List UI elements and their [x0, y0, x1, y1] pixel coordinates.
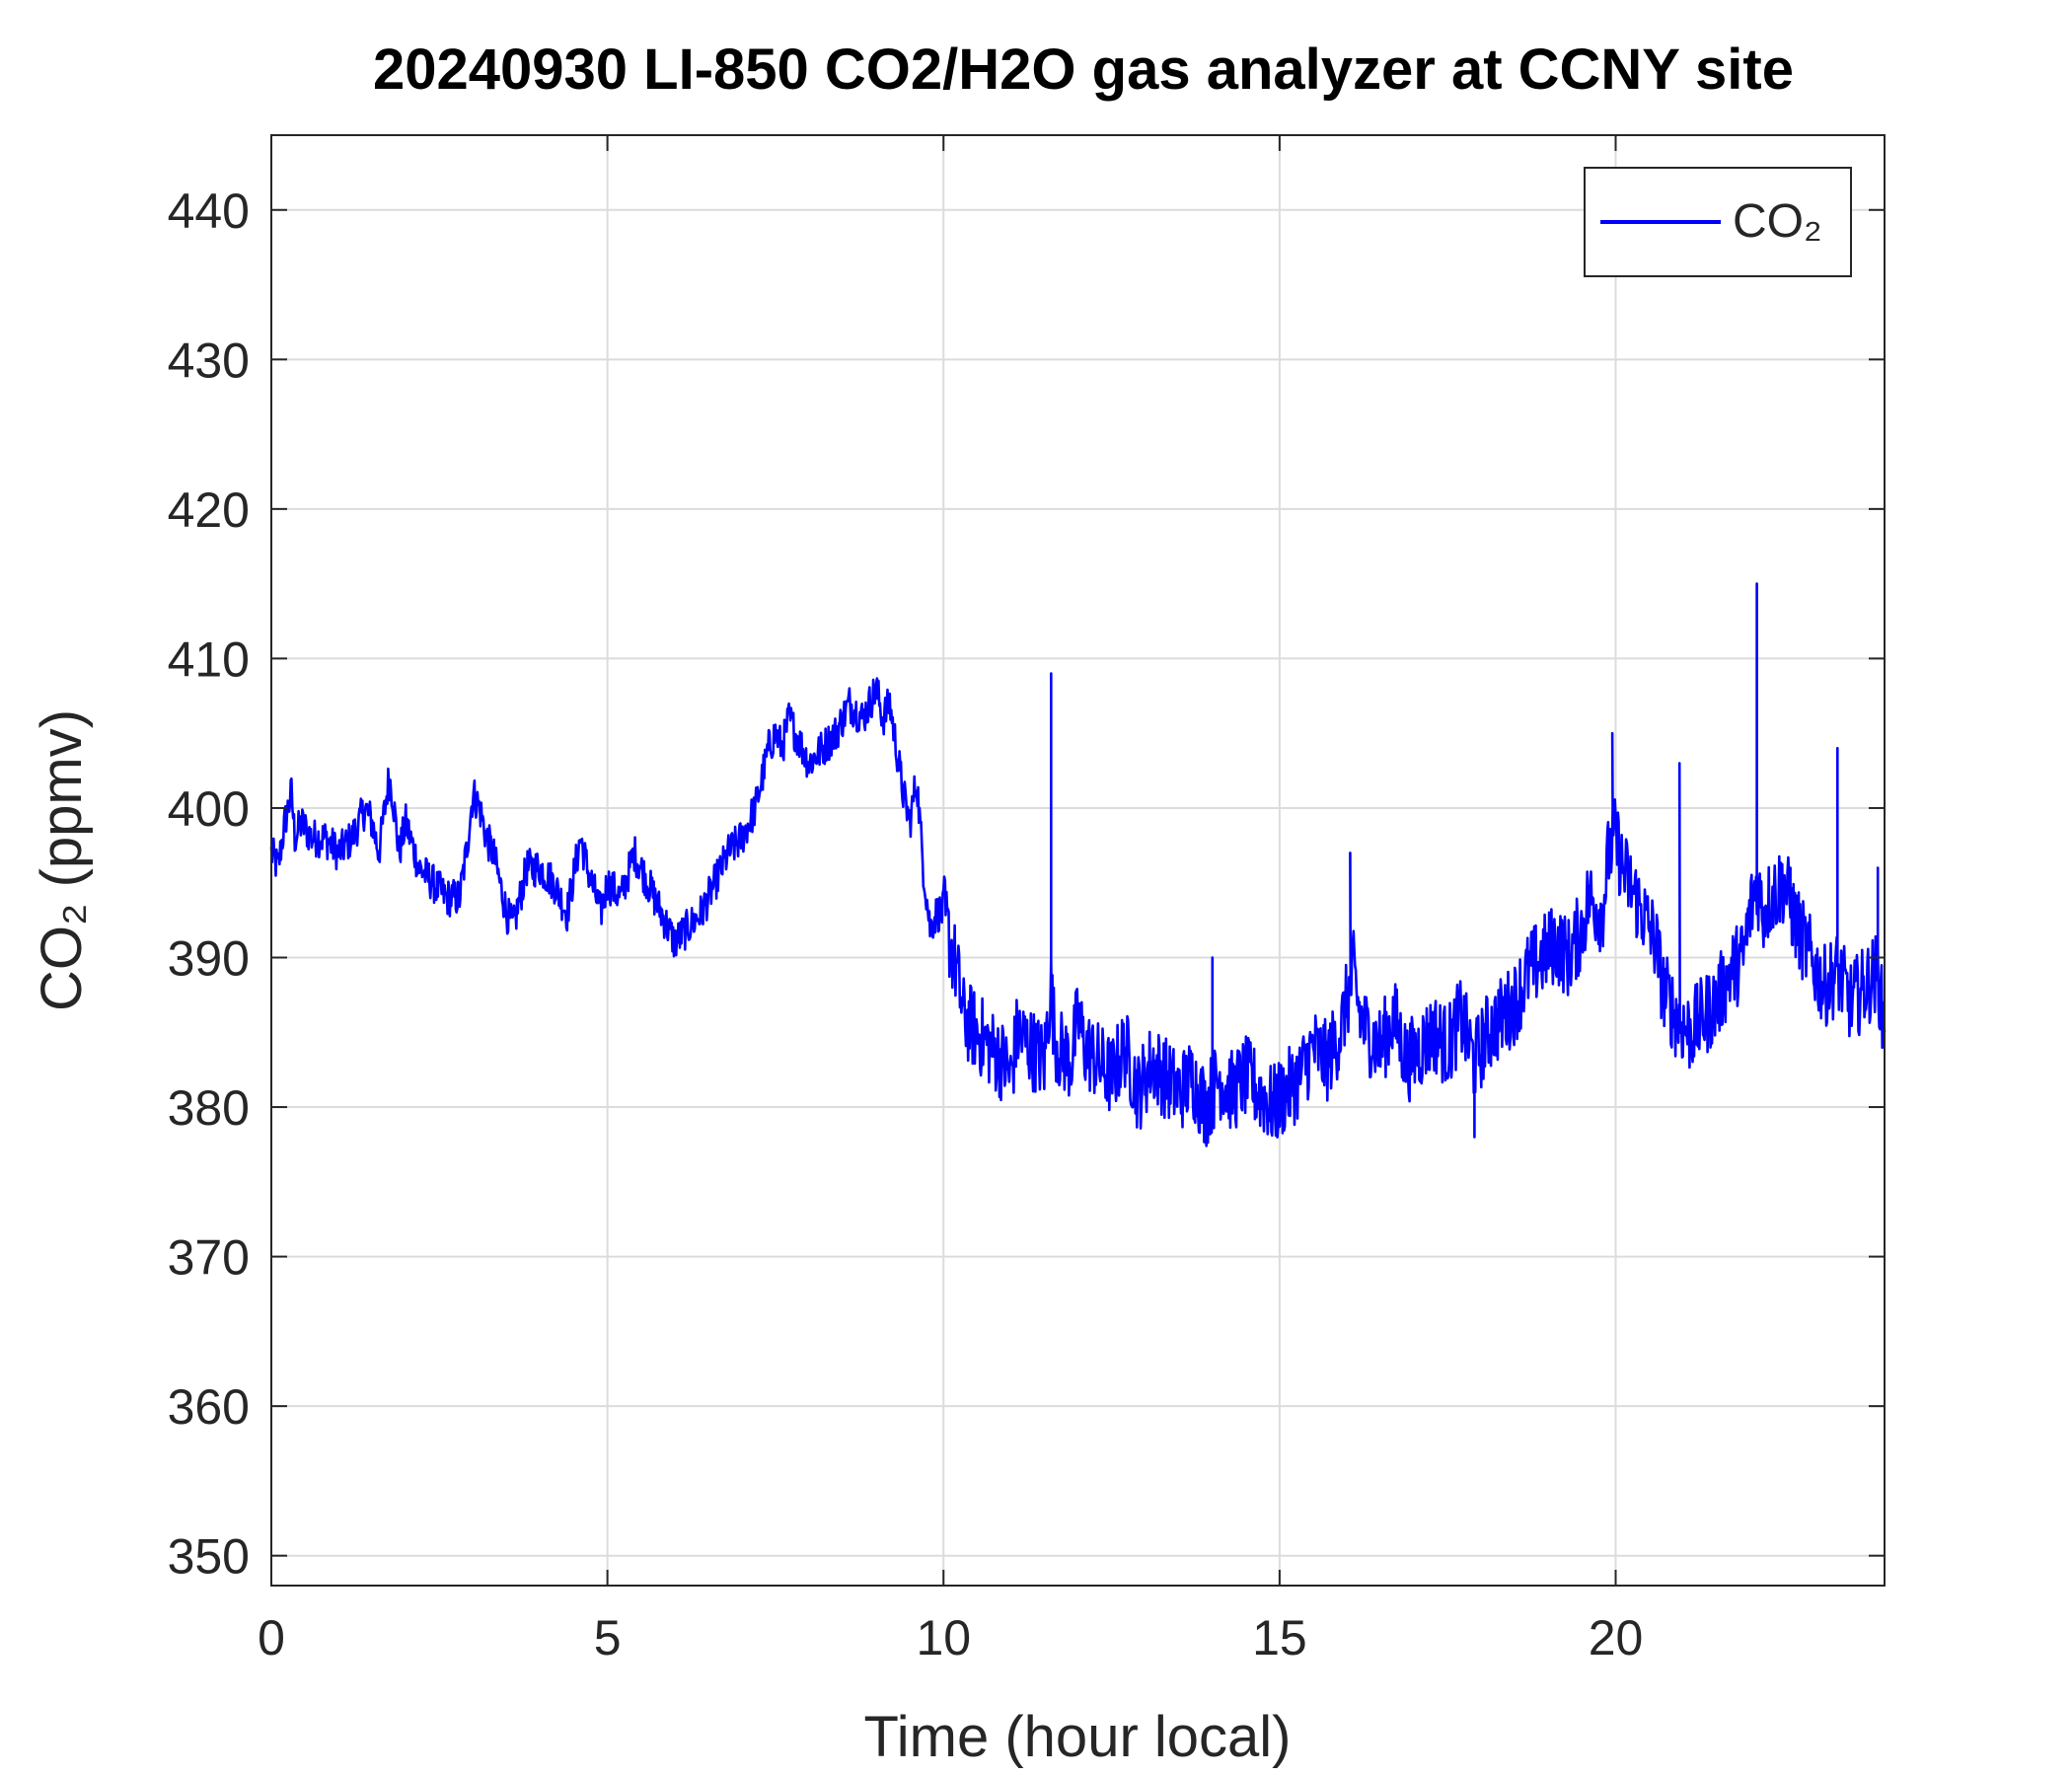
y-tick-label: 410	[168, 631, 250, 687]
y-tick-label: 390	[168, 931, 250, 987]
y-tick-label: 360	[168, 1379, 250, 1435]
y-tick-label: 350	[168, 1529, 250, 1585]
chart-title: 20240930 LI-850 CO2/H2O gas analyzer at …	[373, 37, 1794, 102]
x-axis-label: Time (hour local)	[864, 1705, 1292, 1769]
x-tick-label: 5	[594, 1610, 622, 1665]
x-tick-label: 0	[258, 1610, 285, 1665]
x-tick-label: 20	[1589, 1610, 1644, 1665]
y-tick-label: 440	[168, 184, 250, 239]
plot-frame	[270, 134, 1886, 1587]
y-tick-label: 420	[168, 482, 250, 538]
x-tick-label: 10	[916, 1610, 971, 1665]
y-axis-label: CO₂ (ppmv)	[30, 709, 94, 1011]
series-group	[269, 582, 1887, 1147]
y-tick-label: 370	[168, 1230, 250, 1286]
y-tick-label: 430	[168, 333, 250, 388]
series-line-co2	[269, 582, 1887, 1147]
plot-area	[271, 135, 1885, 1586]
y-tick-label: 380	[168, 1080, 250, 1136]
legend: CO₂	[1584, 167, 1852, 277]
x-tick-label: 15	[1252, 1610, 1307, 1665]
legend-entry-co2: CO₂	[1733, 195, 1822, 248]
axis-ticks: 0 5 10 15 20 350 360 370 380 390 400 410 420 430 440	[168, 135, 1885, 1665]
y-tick-label: 400	[168, 781, 250, 837]
